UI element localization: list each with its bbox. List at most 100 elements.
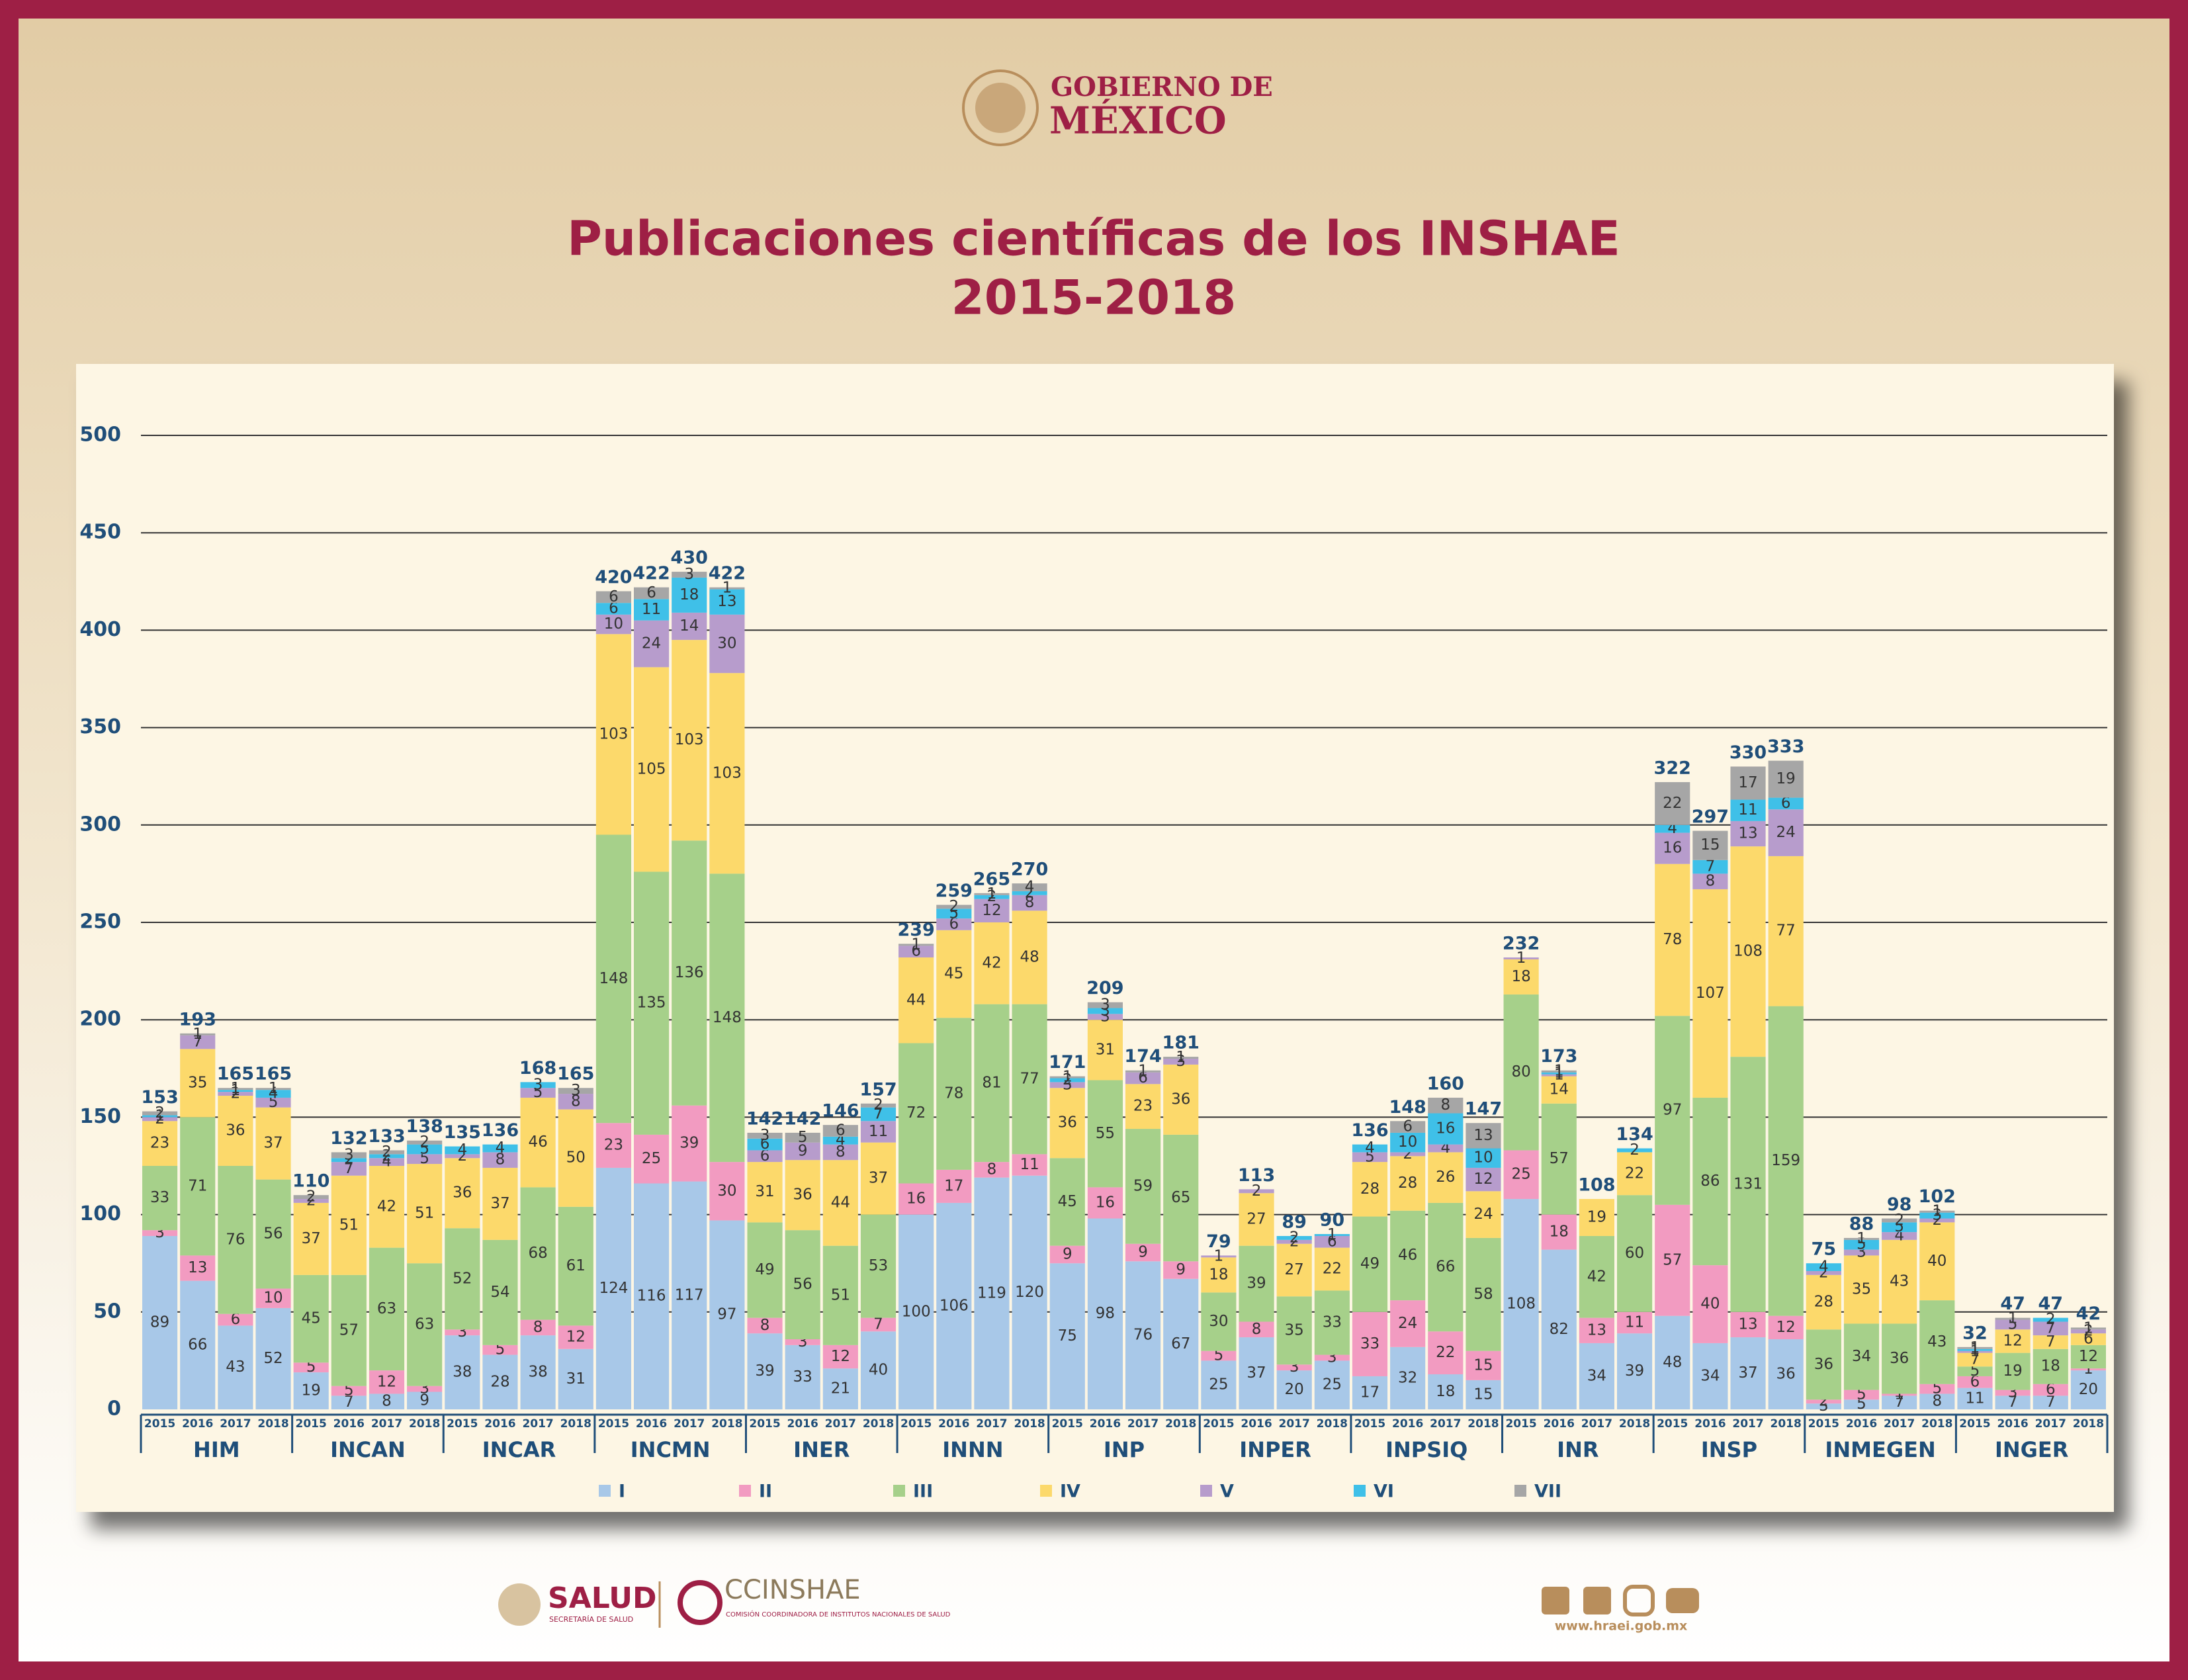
segment-label: 39: [755, 1362, 774, 1380]
segment-label: 13: [1587, 1321, 1606, 1339]
segment-label: 108: [1733, 943, 1763, 960]
bar-segment: [1012, 1154, 1047, 1176]
segment-label: 7: [1970, 1350, 1980, 1368]
segment-label: 2: [419, 1133, 429, 1151]
segment-label: 38: [453, 1364, 472, 1381]
bar-segment: [558, 1094, 593, 1110]
segment-label: 100: [902, 1303, 931, 1320]
segment-label: 54: [490, 1284, 509, 1301]
segment-label: 5: [1857, 1386, 1866, 1403]
bar-segment: [1314, 1234, 1350, 1236]
salud-emblem: [498, 1583, 541, 1626]
bar-segment: [1692, 1343, 1728, 1409]
bar-segment: [293, 1195, 329, 1200]
segment-label: 7: [2046, 1319, 2056, 1337]
segment-label: 13: [717, 593, 736, 610]
segment-label: 13: [1473, 1127, 1493, 1144]
bar-segment: [445, 1329, 480, 1336]
x-tick-label: 2015: [1959, 1417, 1990, 1431]
segment-label: 37: [1247, 1364, 1266, 1382]
bar-segment: [1806, 1399, 1841, 1404]
bar-segment: [1466, 1148, 1501, 1168]
bar-segment: [1163, 1278, 1199, 1409]
total-label: 333: [1767, 736, 1804, 757]
bar-segment: [1957, 1348, 1993, 1351]
segment-label: 31: [1096, 1041, 1115, 1058]
bar-segment: [709, 614, 745, 674]
x-tick-label: 2018: [1165, 1417, 1196, 1431]
segment-label: 17: [1360, 1384, 1379, 1401]
total-label: 32: [1962, 1323, 1988, 1343]
bar-segment: [1428, 1113, 1464, 1145]
segment-label: 1: [1554, 1065, 1564, 1082]
bar-segment: [1239, 1189, 1274, 1194]
segment-label: 23: [150, 1135, 169, 1152]
segment-label: 5: [1894, 1218, 1904, 1235]
segment-label: 5: [1365, 1148, 1375, 1165]
bar-segment: [1806, 1263, 1841, 1271]
segment-label: 15: [1700, 836, 1720, 854]
bar-segment: [860, 1214, 897, 1318]
total-label: 90: [1320, 1210, 1345, 1231]
segment-label: 25: [1511, 1166, 1530, 1183]
x-tick-label: 2016: [182, 1417, 213, 1431]
bar-segment: [1843, 1399, 1880, 1409]
segment-label: 7: [2046, 1393, 2056, 1411]
bar-segment: [1882, 1218, 1917, 1223]
bar-segment: [785, 1345, 820, 1409]
segment-label: 8: [1025, 894, 1035, 911]
y-tick-label: 50: [93, 1300, 121, 1323]
youtube-icon[interactable]: [1666, 1588, 1699, 1613]
bar-segment: [1428, 1202, 1464, 1332]
bar-segment: [142, 1166, 178, 1231]
segment-label: 1: [722, 580, 732, 597]
bar-segment: [1843, 1237, 1880, 1240]
segment-label: 50: [566, 1149, 586, 1167]
segment-label: 36: [1814, 1356, 1833, 1373]
bar-segment: [407, 1386, 443, 1392]
bar-segment: [1466, 1237, 1501, 1351]
bar-segment: [936, 1202, 972, 1409]
footer-url[interactable]: www.hraei.gob.mx: [1555, 1619, 1688, 1634]
x-tick-label: 2016: [484, 1417, 515, 1431]
bar-segment: [520, 1082, 556, 1088]
total-label: 270: [1011, 860, 1048, 880]
bar-segment: [672, 572, 707, 578]
segment-label: 39: [1247, 1275, 1266, 1292]
segment-label: 24: [1398, 1315, 1417, 1332]
segment-label: 3: [684, 566, 694, 583]
segment-label: 34: [1700, 1367, 1720, 1384]
bar-segment: [1201, 1360, 1237, 1409]
segment-label: 1: [1857, 1230, 1866, 1247]
bar-segment: [860, 1317, 897, 1332]
segment-label: 37: [490, 1195, 509, 1212]
segment-label: 6: [1403, 1118, 1413, 1135]
segment-label: 4: [457, 1141, 467, 1159]
x-tick-label: 2015: [1657, 1417, 1688, 1431]
bar-segment: [822, 1160, 858, 1246]
facebook-icon[interactable]: [1542, 1587, 1569, 1614]
x-tick-label: 2017: [522, 1417, 553, 1431]
bar-segment: [860, 1331, 897, 1409]
segment-label: 105: [637, 760, 666, 777]
segment-label: 103: [599, 725, 628, 742]
bar-segment: [709, 1162, 745, 1221]
twitter-icon[interactable]: [1583, 1587, 1611, 1614]
bar-segment: [1352, 1152, 1388, 1163]
segment-label: 34: [1852, 1348, 1871, 1365]
bar-segment: [1239, 1193, 1274, 1246]
bar-segment: [822, 1368, 858, 1409]
segment-label: 3: [344, 1146, 354, 1163]
bar-segment: [595, 614, 631, 635]
bar-segment: [255, 1107, 291, 1180]
bar-segment: [369, 1158, 405, 1166]
segment-label: 7: [2008, 1393, 2018, 1411]
bar-segment: [1012, 883, 1047, 891]
segment-label: 7: [873, 1105, 883, 1122]
instagram-icon[interactable]: [1623, 1585, 1655, 1616]
bar-segment: [1163, 1134, 1199, 1262]
bar-segment: [142, 1235, 178, 1409]
total-label: 47: [2038, 1294, 2063, 1314]
segment-label: 11: [1965, 1390, 1984, 1407]
segment-label: 2: [382, 1143, 392, 1161]
